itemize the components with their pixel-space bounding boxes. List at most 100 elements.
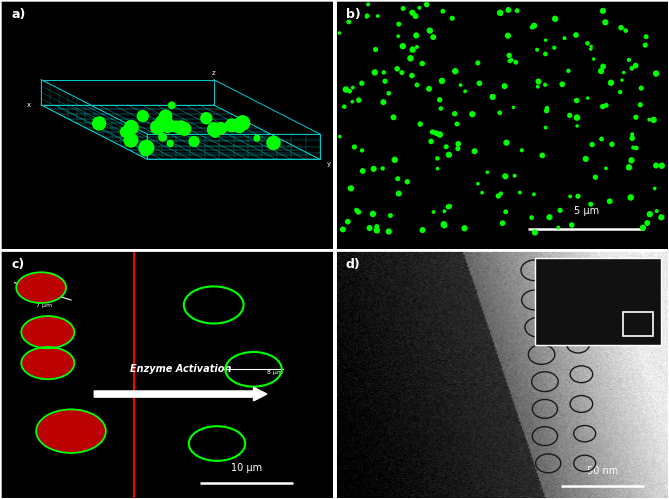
Point — [544, 213, 555, 221]
Point — [379, 68, 389, 76]
Point — [642, 219, 652, 227]
Point — [631, 144, 642, 152]
Point — [541, 36, 551, 44]
Point — [604, 197, 615, 205]
Point — [588, 55, 599, 63]
Point — [176, 124, 187, 132]
Point — [648, 116, 659, 124]
Point — [652, 207, 662, 215]
Point — [424, 26, 435, 34]
Point — [627, 134, 638, 142]
Point — [388, 113, 399, 121]
Point — [597, 103, 608, 111]
Point — [437, 77, 448, 85]
Point — [369, 165, 379, 173]
Point — [447, 14, 458, 22]
Text: x: x — [27, 102, 31, 108]
Point — [434, 96, 445, 104]
Point — [417, 59, 427, 67]
Point — [624, 56, 634, 64]
Point — [411, 81, 422, 89]
Point — [537, 151, 548, 159]
Point — [427, 128, 438, 136]
Text: d): d) — [346, 258, 361, 271]
Point — [362, 12, 373, 20]
Point — [120, 128, 131, 136]
Point — [533, 83, 543, 91]
Point — [361, 13, 372, 21]
Point — [171, 123, 181, 131]
Point — [549, 44, 560, 52]
Point — [161, 112, 171, 120]
Point — [407, 45, 418, 53]
Point — [651, 69, 662, 77]
Point — [567, 221, 577, 229]
Point — [455, 81, 466, 89]
Point — [369, 68, 380, 76]
Point — [563, 67, 574, 75]
Point — [201, 114, 211, 122]
Point — [500, 172, 510, 180]
Point — [428, 208, 439, 216]
Point — [500, 208, 511, 216]
Text: 8 μm: 8 μm — [267, 370, 283, 375]
Point — [541, 124, 551, 132]
Point — [393, 20, 404, 28]
Point — [353, 208, 364, 216]
Point — [435, 131, 446, 139]
Point — [460, 87, 470, 95]
Point — [126, 123, 136, 131]
Point — [635, 101, 646, 109]
Point — [656, 214, 666, 222]
Point — [532, 46, 543, 54]
Point — [605, 79, 616, 87]
Ellipse shape — [36, 409, 106, 453]
Point — [630, 62, 641, 70]
Point — [378, 98, 389, 106]
Point — [644, 116, 654, 124]
Point — [189, 137, 199, 145]
Point — [487, 93, 498, 101]
Point — [620, 26, 631, 34]
Point — [389, 156, 400, 164]
Point — [527, 214, 537, 222]
Point — [580, 155, 591, 163]
Point — [529, 191, 539, 199]
Point — [641, 33, 652, 41]
Point — [371, 223, 382, 231]
Point — [656, 162, 667, 170]
Point — [651, 162, 662, 170]
Point — [601, 101, 611, 109]
Point — [527, 23, 537, 31]
Point — [414, 4, 425, 12]
Point — [553, 224, 564, 232]
Point — [474, 79, 485, 87]
Point — [529, 22, 539, 30]
Point — [450, 67, 461, 75]
Point — [427, 33, 438, 41]
Point — [167, 101, 177, 109]
Point — [215, 124, 226, 132]
Point — [510, 58, 521, 66]
Point — [252, 134, 262, 142]
Point — [137, 112, 148, 120]
Point — [450, 110, 460, 118]
Point — [372, 12, 383, 20]
Point — [343, 218, 353, 226]
Point — [425, 137, 436, 145]
Point — [357, 147, 367, 155]
Text: 10 μm: 10 μm — [231, 463, 262, 473]
Point — [370, 45, 381, 53]
Point — [571, 96, 582, 104]
Point — [163, 121, 173, 129]
Point — [571, 31, 581, 39]
Point — [411, 43, 422, 51]
Point — [506, 56, 517, 64]
Text: 7 μm: 7 μm — [36, 303, 53, 308]
Point — [363, 0, 373, 8]
Point — [444, 202, 455, 210]
Point — [407, 8, 417, 16]
Point — [453, 140, 464, 148]
Point — [380, 77, 391, 85]
Point — [582, 94, 593, 102]
